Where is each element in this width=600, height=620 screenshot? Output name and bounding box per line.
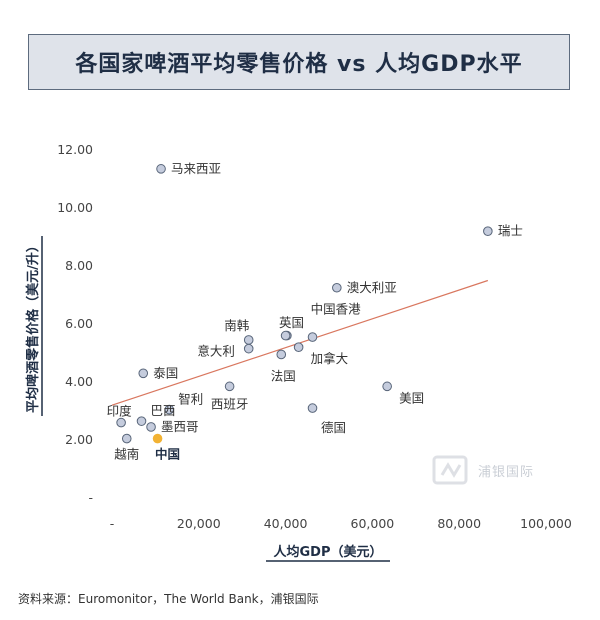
y-axis-title: 平均啤酒零售价格（美元/升） [25,239,41,413]
point-label: 中国香港 [311,302,362,317]
point-label: 西班牙 [211,396,249,411]
point-label: 中国 [155,447,180,462]
data-point [243,343,254,354]
data-point [307,332,318,342]
data-point [156,164,166,174]
data-point [332,282,342,293]
x-axis-title: 人均GDP（美元） [274,544,383,560]
data-point [224,381,235,392]
point-label: 智利 [178,392,203,407]
point-label: 马来西亚 [171,161,221,176]
point-label: 越南 [114,447,139,462]
data-point [243,335,254,345]
data-point [276,349,287,360]
chart-title: 各国家啤酒平均零售价格 vs 人均GDP水平 [75,52,523,77]
y-tick-label: 12.00 [57,142,93,157]
data-point [152,433,163,444]
data-point [116,417,126,428]
data-point [138,368,149,379]
data-point [121,433,132,444]
data-point [307,403,318,413]
point-label: 墨西哥 [161,419,199,434]
chart-title-box: 各国家啤酒平均零售价格 vs 人均GDP水平 [28,34,570,90]
point-label: 美国 [399,390,424,405]
point-label: 英国 [279,315,304,330]
y-tick-label: 8.00 [65,258,93,273]
data-point [293,342,304,353]
data-point [382,381,392,392]
data-point [483,226,493,236]
point-label: 瑞士 [498,223,523,238]
x-tick-label: - [110,516,115,531]
y-tick-label: 10.00 [57,200,93,215]
data-point [136,416,147,426]
y-tick-label: 4.00 [65,374,93,389]
data-point [164,404,175,415]
y-tick-label: - [88,490,93,505]
x-tick-label: 40,000 [264,516,308,531]
data-point [280,330,291,341]
point-label: 澳大利亚 [347,280,397,295]
x-tick-label: 100,000 [520,516,572,531]
x-tick-label: 20,000 [177,516,221,531]
data-point [146,422,156,432]
watermark-text: 浦银国际 [478,465,535,480]
point-label: 加拿大 [311,351,349,366]
point-label: 印度 [107,404,133,419]
point-label: 巴西 [151,403,176,418]
source-note: 资料来源：Euromonitor，The World Bank，浦银国际 [18,592,319,606]
point-label: 德国 [321,420,346,435]
point-label: 法国 [271,368,296,383]
point-label: 南韩 [224,318,249,333]
x-tick-label: 80,000 [437,516,481,531]
point-label: 泰国 [153,365,178,380]
watermark-logo-icon [432,455,468,485]
y-tick-label: 6.00 [65,316,93,331]
point-label: 意大利 [197,344,235,359]
x-tick-label: 60,000 [351,516,395,531]
y-tick-label: 2.00 [65,432,93,447]
